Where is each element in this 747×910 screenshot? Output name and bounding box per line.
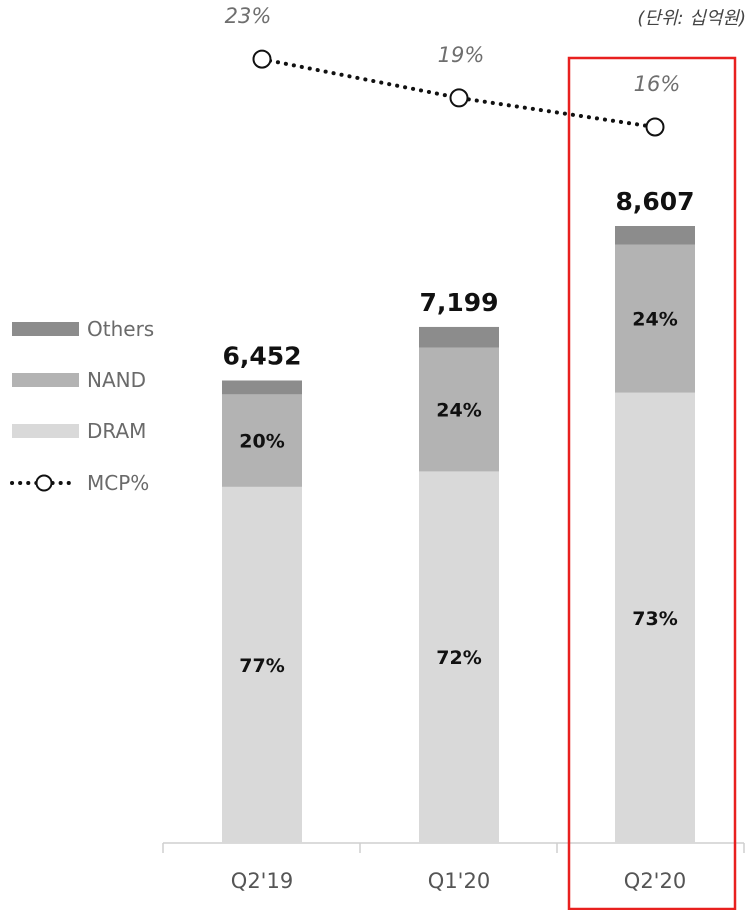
axis-layer [162,842,745,853]
legend-swatch-nand [12,373,79,387]
x-tick-label-1: Q2'19 [231,869,293,893]
pct-label-nand-1: 20% [239,431,284,453]
legend-swatch-others [12,322,79,336]
x-tick-label-3: Q2'20 [624,869,686,893]
pct-label-nand-3: 24% [632,309,677,331]
legend-swatch-mcp-marker [35,474,53,492]
pct-label-dram-2: 72% [436,647,481,669]
mcp-point-3 [645,117,665,137]
bar-others-2 [419,326,499,348]
mcp-line-layer [252,49,665,137]
x-tick-label-2: Q1'20 [428,869,490,893]
legend-label-nand: NAND [87,368,146,392]
mcp-label-1: 23% [225,4,272,28]
bar-dram-2 [419,471,499,843]
pct-label-dram-3: 73% [632,608,677,630]
unit-label: (단위: 십억원) [637,8,746,29]
labels-layer: 77% 20% 6,452 Q2'19 72% 24% 7,199 Q1'20 73% 24% 8,… [222,4,694,893]
mcp-label-2: 19% [438,43,485,67]
bar-nand-1 [222,394,302,487]
mcp-label-3: 16% [634,72,681,96]
total-label-1: 6,452 [222,341,301,370]
bar-dram-1 [222,486,302,843]
bar-nand-3 [615,244,695,393]
legend: Others NAND DRAM MCP% [10,317,154,495]
legend-label-dram: DRAM [87,419,146,443]
bar-others-1 [222,380,302,395]
bar-others-3 [615,226,695,245]
pct-label-nand-2: 24% [436,400,481,422]
mcp-point-2 [449,88,469,108]
total-label-2: 7,199 [419,288,498,317]
highlight-box-q2-20 [567,56,737,910]
mcp-point-1 [252,49,272,69]
legend-swatch-dram [12,424,79,438]
bar-nand-2 [419,347,499,472]
legend-label-others: Others [87,317,154,341]
legend-label-mcp: MCP% [87,471,149,495]
total-label-3: 8,607 [615,187,694,216]
pct-label-dram-1: 77% [239,655,284,677]
bar-dram-3 [615,392,695,843]
bars-layer [222,226,695,843]
highlight-layer [567,56,737,910]
